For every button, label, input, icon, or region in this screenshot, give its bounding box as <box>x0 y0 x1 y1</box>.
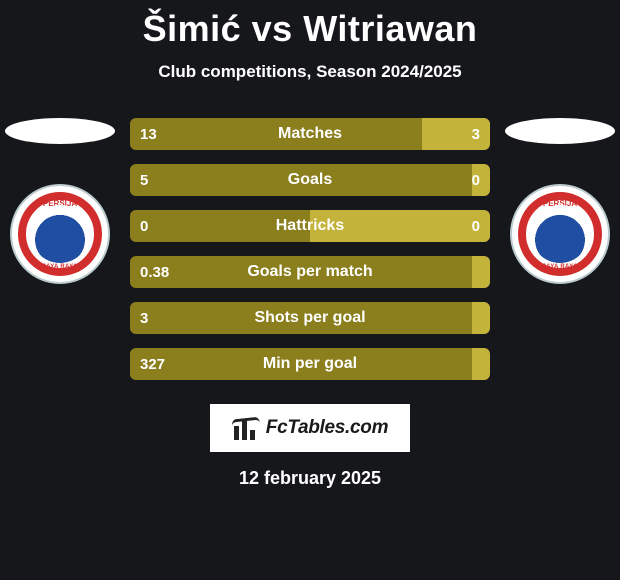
metric-left-value: 13 <box>130 118 167 150</box>
metric-left-value: 3 <box>130 302 158 334</box>
metric-row: 00Hattricks <box>130 210 490 242</box>
metric-right-value: 3 <box>462 118 490 150</box>
metric-row: 133Matches <box>130 118 490 150</box>
metric-left-fill <box>130 164 472 196</box>
infographic-date: 12 february 2025 <box>0 468 620 489</box>
metric-right-value <box>470 256 490 288</box>
player-right-silhouette <box>505 118 615 144</box>
crest-text-bottom: JAYA RAYA <box>12 264 108 270</box>
metric-right-value: 0 <box>462 164 490 196</box>
player-left-silhouette <box>5 118 115 144</box>
metric-right-value <box>470 348 490 380</box>
brand-chart-icon <box>232 416 262 440</box>
metric-left-value: 0 <box>130 210 158 242</box>
metric-left-fill <box>130 302 472 334</box>
player-right-club-crest: PERSIJA JAYA RAYA <box>510 184 610 284</box>
crest-text-bottom: JAYA RAYA <box>512 264 608 270</box>
metric-left-value: 327 <box>130 348 175 380</box>
metric-row: 327Min per goal <box>130 348 490 380</box>
metric-left-value: 0.38 <box>130 256 179 288</box>
metric-row: 0.38Goals per match <box>130 256 490 288</box>
brand-badge: FcTables.com <box>210 404 410 452</box>
crest-icon <box>31 205 89 263</box>
metric-row: 3Shots per goal <box>130 302 490 334</box>
page-subtitle: Club competitions, Season 2024/2025 <box>0 62 620 82</box>
metric-row: 50Goals <box>130 164 490 196</box>
metric-right-value <box>470 302 490 334</box>
metric-left-fill <box>130 256 472 288</box>
player-left-column: PERSIJA JAYA RAYA <box>0 110 120 284</box>
comparison-bars: 133Matches50Goals00Hattricks0.38Goals pe… <box>130 118 490 394</box>
player-left-club-crest: PERSIJA JAYA RAYA <box>10 184 110 284</box>
brand-text: FcTables.com <box>266 417 388 439</box>
metric-left-fill <box>130 118 422 150</box>
metric-left-value: 5 <box>130 164 158 196</box>
metric-right-value: 0 <box>462 210 490 242</box>
crest-icon <box>531 205 589 263</box>
page-title: Šimić vs Witriawan <box>0 0 620 50</box>
player-right-column: PERSIJA JAYA RAYA <box>500 110 620 284</box>
metric-left-fill <box>130 348 472 380</box>
